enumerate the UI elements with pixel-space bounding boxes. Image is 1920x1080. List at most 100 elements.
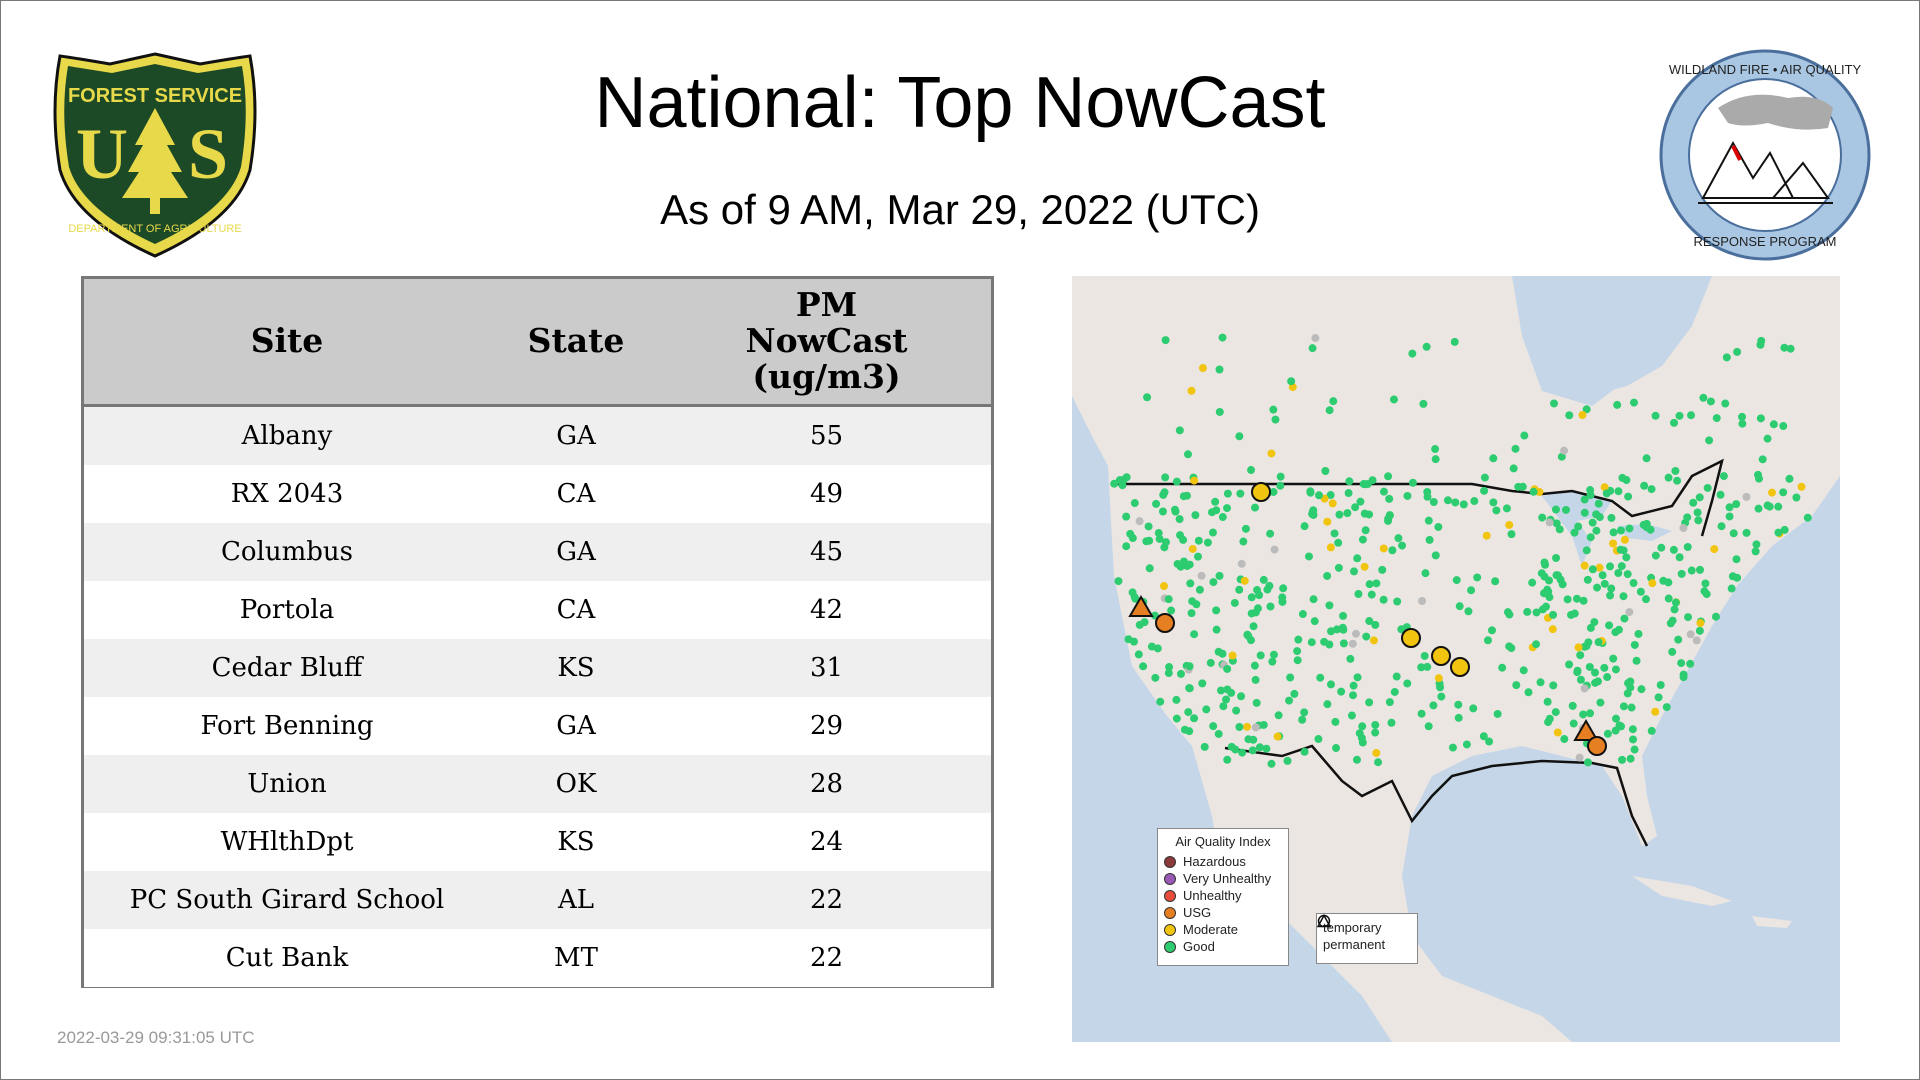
monitor-dot <box>1316 673 1325 682</box>
monitor-dot <box>1606 562 1615 571</box>
color-swatch-icon <box>1164 906 1176 919</box>
page-subtitle: As of 9 AM, Mar 29, 2022 (UTC) <box>660 186 1260 233</box>
monitor-dot <box>1491 577 1500 586</box>
monitor-dot <box>1175 515 1184 524</box>
monitor-dot <box>1114 577 1123 586</box>
monitor-dot <box>1203 538 1212 547</box>
monitor-dot <box>1686 659 1695 668</box>
monitor-dot <box>1594 638 1603 647</box>
monitor-dot <box>1325 640 1334 649</box>
cell-value: 55 <box>809 420 844 451</box>
monitor-dot <box>1397 625 1406 634</box>
temporary-site-marker <box>1401 628 1421 648</box>
monitor-dot <box>1565 411 1574 420</box>
monitor-dot <box>1448 743 1457 752</box>
monitor-dot <box>1625 608 1634 617</box>
monitor-dot <box>1523 607 1532 616</box>
monitor-dot <box>1677 569 1686 578</box>
monitor-dot <box>1384 516 1393 525</box>
monitor-dot <box>1742 528 1751 537</box>
monitor-dot <box>1349 691 1358 700</box>
monitor-dot <box>1803 513 1812 522</box>
cell-value: 22 <box>809 942 844 973</box>
monitor-dot <box>1253 604 1262 613</box>
monitor-dot <box>1636 587 1645 596</box>
monitor-dot <box>1695 626 1704 635</box>
monitor-dot <box>1161 473 1170 482</box>
monitor-dot <box>1236 489 1245 498</box>
monitor-dot <box>1469 704 1478 713</box>
monitor-dot <box>1429 498 1438 507</box>
pm-header-line: NowCast <box>745 321 908 361</box>
monitor-dot <box>1575 753 1584 762</box>
monitor-dot <box>1487 626 1496 635</box>
monitor-dot <box>1507 644 1516 653</box>
monitor-dot <box>1583 575 1592 584</box>
monitor-dot <box>1687 411 1696 420</box>
monitor-dot <box>1331 717 1340 726</box>
monitor-dot <box>1349 681 1358 690</box>
monitor-dot <box>1582 405 1591 414</box>
monitor-dot <box>1267 449 1276 458</box>
monitor-dot <box>1779 488 1788 497</box>
monitor-dot <box>1624 679 1633 688</box>
monitor-dot <box>1611 665 1620 674</box>
monitor-dot <box>1545 576 1554 585</box>
color-swatch-icon <box>1164 855 1176 868</box>
monitor-dot <box>1455 602 1464 611</box>
legend-label: Moderate <box>1183 922 1238 937</box>
monitor-dot <box>1503 608 1512 617</box>
monitor-dot <box>1193 552 1202 561</box>
monitor-dot <box>1310 617 1319 626</box>
monitor-dot <box>1358 535 1367 544</box>
monitor-dot <box>1538 513 1547 522</box>
monitor-dot <box>1628 725 1637 734</box>
monitor-dot <box>1235 722 1244 731</box>
temporary-site-marker <box>1155 613 1175 633</box>
monitor-dot <box>1276 472 1285 481</box>
monitor-dot <box>1754 504 1763 513</box>
monitor-dot <box>1365 698 1374 707</box>
monitor-dot <box>1419 399 1428 408</box>
monitor-dot <box>1308 344 1317 353</box>
monitor-dot <box>1300 747 1309 756</box>
monitor-dot <box>1208 528 1217 537</box>
monitor-dot <box>1330 529 1339 538</box>
monitor-dot <box>1274 711 1283 720</box>
monitor-dot <box>1618 755 1627 764</box>
monitor-dot <box>1532 608 1541 617</box>
monitor-dot <box>1586 623 1595 632</box>
top-nowcast-table: Site State PM NowCast (ug/m3) Albany GA 55… <box>81 276 994 988</box>
monitor-dot <box>1164 595 1173 604</box>
caribbean-islands <box>1632 876 1792 928</box>
monitor-dot <box>1538 605 1547 614</box>
monitor-dot <box>1774 528 1783 537</box>
legend-item-moderate: Moderate <box>1158 921 1288 938</box>
monitor-dot <box>1563 595 1572 604</box>
monitor-dot <box>1243 722 1252 731</box>
cell-value: 28 <box>809 768 844 799</box>
monitor-dot <box>1774 502 1783 511</box>
monitor-dot <box>1512 681 1521 690</box>
monitor-dot <box>1590 668 1599 677</box>
monitor-dot <box>1269 405 1278 414</box>
monitor-dot <box>1648 579 1657 588</box>
us-border <box>1116 458 1724 847</box>
monitor-dot <box>1545 518 1554 527</box>
monitor-dot <box>1454 700 1463 709</box>
column-header-pm-nowcast: PM NowCast (ug/m3) <box>662 279 991 405</box>
permanent-site-marker <box>1128 595 1154 617</box>
monitor-dot <box>1619 702 1628 711</box>
monitor-dot <box>1679 670 1688 679</box>
monitor-dot <box>1779 422 1788 431</box>
monitor-dot <box>1223 504 1232 513</box>
monitor-dot <box>1579 596 1588 605</box>
triangle-icon <box>1317 914 1331 928</box>
monitor-dot <box>1611 628 1620 637</box>
monitor-dot <box>1710 545 1719 554</box>
monitor-dot <box>1594 499 1603 508</box>
monitor-dot <box>1211 497 1220 506</box>
monitor-dot <box>1152 499 1161 508</box>
monitor-dot <box>1122 542 1131 551</box>
monitor-dot <box>1626 754 1635 763</box>
